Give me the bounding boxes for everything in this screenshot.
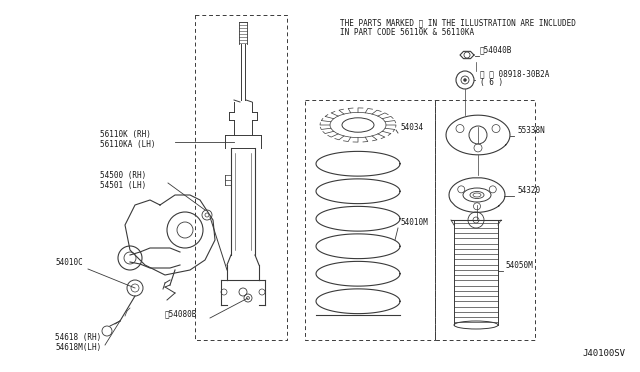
Text: THE PARTS MARKED ※ IN THE ILLUSTRATION ARE INCLUDED: THE PARTS MARKED ※ IN THE ILLUSTRATION A… — [340, 18, 576, 27]
Text: 55338N: 55338N — [517, 126, 545, 135]
Text: 56110KA (LH): 56110KA (LH) — [100, 140, 156, 149]
Text: 54500 (RH): 54500 (RH) — [100, 171, 147, 180]
Text: 54050M: 54050M — [505, 261, 532, 270]
Text: ※54080B: ※54080B — [165, 309, 197, 318]
Text: 56110K (RH): 56110K (RH) — [100, 130, 151, 139]
Text: J40100SV: J40100SV — [582, 349, 625, 358]
Text: ※54040B: ※54040B — [480, 45, 513, 54]
Text: 54501 (LH): 54501 (LH) — [100, 181, 147, 190]
Text: 54034: 54034 — [400, 123, 423, 132]
Text: ※ Ⓝ 08918-30B2A: ※ Ⓝ 08918-30B2A — [480, 69, 549, 78]
Text: 54010C: 54010C — [55, 258, 83, 267]
Text: 54010M: 54010M — [400, 218, 428, 227]
Text: 54320: 54320 — [517, 186, 540, 195]
Text: IN PART CODE 56110K & 56110KA: IN PART CODE 56110K & 56110KA — [340, 28, 474, 37]
Text: 54618M(LH): 54618M(LH) — [55, 343, 101, 352]
Text: 54618 (RH): 54618 (RH) — [55, 333, 101, 342]
Text: ( 6 ): ( 6 ) — [480, 78, 503, 87]
Circle shape — [463, 78, 467, 81]
